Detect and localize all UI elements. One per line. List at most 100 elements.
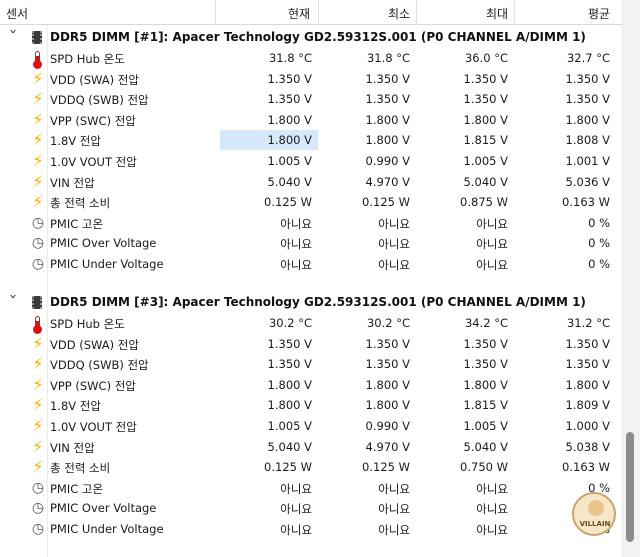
- collapse-chevron-icon[interactable]: ˅: [8, 294, 18, 308]
- value-max: 1.815 V: [463, 133, 508, 148]
- value-min: 1.350 V: [365, 92, 410, 107]
- sensor-row[interactable]: ◷ PMIC 고온 아니요 아니요 아니요 0 %: [0, 213, 622, 234]
- value-min: 아니요: [378, 481, 410, 496]
- header-current[interactable]: 현재: [288, 7, 311, 21]
- value-min: 30.2 °C: [366, 316, 410, 330]
- sensor-label: 1.8V 전압: [50, 399, 101, 414]
- sensor-row[interactable]: ⚡ 1.8V 전압 1.800 V 1.800 V 1.815 V 1.809 V: [0, 395, 622, 416]
- value-max: 0.875 W: [460, 195, 508, 210]
- sensor-row[interactable]: ⚡ 총 전력 소비 0.125 W 0.125 W 0.875 W 0.163 W: [0, 192, 622, 213]
- value-min: 아니요: [378, 258, 410, 272]
- lightning-icon: ⚡: [32, 109, 44, 129]
- header-divider: [215, 0, 216, 25]
- value-min: 아니요: [378, 523, 410, 537]
- value-avg: 32.7 °C: [566, 51, 610, 65]
- clock-icon: ◷: [31, 479, 45, 496]
- sensor-row[interactable]: ⚡ VPP (SWC) 전압 1.800 V 1.800 V 1.800 V 1.800 …: [0, 110, 622, 131]
- value-current: 5.040 V: [267, 174, 312, 189]
- value-min: 1.800 V: [365, 377, 410, 392]
- group-title: DDR5 DIMM [#1]: Apacer Technology GD2.59…: [50, 30, 586, 44]
- memory-chip-icon: [32, 31, 42, 44]
- sensor-row[interactable]: ⚡ 1.0V VOUT 전압 1.005 V 0.990 V 1.005 V 1.000 …: [0, 416, 622, 437]
- sensor-label: VIN 전압: [50, 175, 95, 190]
- sensor-label: 총 전력 소비: [50, 461, 111, 476]
- scrollbar-thumb[interactable]: [626, 432, 634, 542]
- sensor-row[interactable]: ◷ PMIC 고온 아니요 아니요 아니요 0 %: [0, 478, 622, 499]
- value-avg: 1.800 V: [565, 377, 610, 392]
- collapse-chevron-icon[interactable]: ˅: [8, 29, 18, 43]
- value-avg: 0 %: [588, 236, 610, 251]
- value-min: 1.800 V: [365, 133, 410, 148]
- value-max: 1.800 V: [463, 377, 508, 392]
- value-current: 아니요: [280, 481, 312, 496]
- sensor-group-dimm-3[interactable]: ˅ DDR5 DIMM [#3]: Apacer Technology GD2.5…: [0, 292, 622, 313]
- sensor-group-dimm-1[interactable]: ˅ DDR5 DIMM [#1]: Apacer Technology GD2.5…: [0, 27, 622, 48]
- header-sensor[interactable]: 센서: [6, 7, 29, 21]
- sensor-label: VPP (SWC) 전압: [50, 378, 136, 393]
- value-current: 1.350 V: [267, 92, 312, 107]
- sensor-row[interactable]: SPD Hub 온도 31.8 °C 31.8 °C 36.0 °C 32.7 °C: [0, 48, 622, 69]
- value-max: 아니요: [476, 502, 508, 517]
- sensor-label: PMIC Under Voltage: [50, 257, 164, 271]
- tree-guide: [47, 25, 48, 557]
- header-avg[interactable]: 평균: [588, 7, 611, 21]
- value-max: 아니요: [476, 481, 508, 496]
- sensor-row[interactable]: SPD Hub 온도 30.2 °C 30.2 °C 34.2 °C 31.2 °C: [0, 313, 622, 334]
- value-min: 0.125 W: [362, 460, 410, 475]
- value-avg: 1.350 V: [565, 357, 610, 372]
- value-avg: 1.000 V: [565, 419, 610, 433]
- value-current: 1.800 V: [267, 112, 312, 127]
- sensor-label: SPD Hub 온도: [50, 317, 125, 331]
- group-title: DDR5 DIMM [#3]: Apacer Technology GD2.59…: [50, 295, 586, 309]
- header-max[interactable]: 최대: [486, 7, 509, 21]
- sensor-row[interactable]: ⚡ VDDQ (SWB) 전압 1.350 V 1.350 V 1.350 V 1.350…: [0, 89, 622, 110]
- value-min: 0.990 V: [365, 419, 410, 433]
- value-min: 0.990 V: [365, 154, 410, 168]
- header-divider: [514, 0, 515, 25]
- value-current: 1.005 V: [267, 419, 312, 433]
- lightning-icon: ⚡: [32, 68, 44, 88]
- value-current: 1.350 V: [267, 71, 312, 86]
- scrollbar-track[interactable]: [622, 0, 640, 557]
- sensor-row[interactable]: ⚡ VDD (SWA) 전압 1.350 V 1.350 V 1.350 V 1.350 …: [0, 334, 622, 355]
- value-min: 1.800 V: [365, 398, 410, 413]
- sensor-label: 1.0V VOUT 전압: [50, 420, 137, 434]
- lightning-icon: ⚡: [32, 354, 44, 374]
- value-avg: 5.038 V: [565, 439, 610, 454]
- value-avg: 0 %: [588, 215, 610, 230]
- sensor-row[interactable]: ⚡ VPP (SWC) 전압 1.800 V 1.800 V 1.800 V 1.800 …: [0, 375, 622, 396]
- value-current: 아니요: [280, 258, 312, 272]
- sensor-row[interactable]: ⚡ VDD (SWA) 전압 1.350 V 1.350 V 1.350 V 1.350 …: [0, 69, 622, 90]
- sensor-label: PMIC 고온: [50, 216, 104, 231]
- value-max: 0.750 W: [460, 460, 508, 475]
- sensor-row[interactable]: ⚡ 총 전력 소비 0.125 W 0.125 W 0.750 W 0.163 W: [0, 457, 622, 478]
- sensor-label: VDDQ (SWB) 전압: [50, 93, 149, 108]
- sensor-row[interactable]: ⚡ 1.8V 전압 1.800 V 1.800 V 1.815 V 1.808 V: [0, 130, 622, 151]
- value-current: 31.8 °C: [268, 51, 312, 65]
- value-max: 1.800 V: [463, 112, 508, 127]
- sensor-row[interactable]: ⚡ 1.0V VOUT 전압 1.005 V 0.990 V 1.005 V 1.001 …: [0, 151, 622, 172]
- value-min: 1.800 V: [365, 112, 410, 127]
- sensor-row[interactable]: ⚡ VIN 전압 5.040 V 4.970 V 5.040 V 5.038 V: [0, 437, 622, 458]
- header-min[interactable]: 최소: [388, 7, 411, 21]
- sensor-row[interactable]: ⚡ VDDQ (SWB) 전압 1.350 V 1.350 V 1.350 V 1.350…: [0, 354, 622, 375]
- selected-cell-highlight: [220, 130, 318, 151]
- value-min: 1.350 V: [365, 336, 410, 351]
- sensor-row[interactable]: ⚡ VIN 전압 5.040 V 4.970 V 5.040 V 5.036 V: [0, 172, 622, 193]
- memory-chip-icon: [32, 296, 42, 309]
- lightning-icon: ⚡: [32, 130, 44, 150]
- value-current: 아니요: [280, 523, 312, 537]
- value-max: 1.350 V: [463, 92, 508, 107]
- watermark-text: VILLAIN: [579, 520, 611, 528]
- value-current: 1.800 V: [267, 133, 312, 148]
- value-current: 1.350 V: [267, 357, 312, 372]
- sensor-label: VIN 전압: [50, 440, 95, 455]
- value-avg: 1.800 V: [565, 112, 610, 127]
- clock-icon: ◷: [31, 500, 45, 517]
- value-max: 34.2 °C: [464, 316, 508, 330]
- lightning-icon: ⚡: [32, 436, 44, 456]
